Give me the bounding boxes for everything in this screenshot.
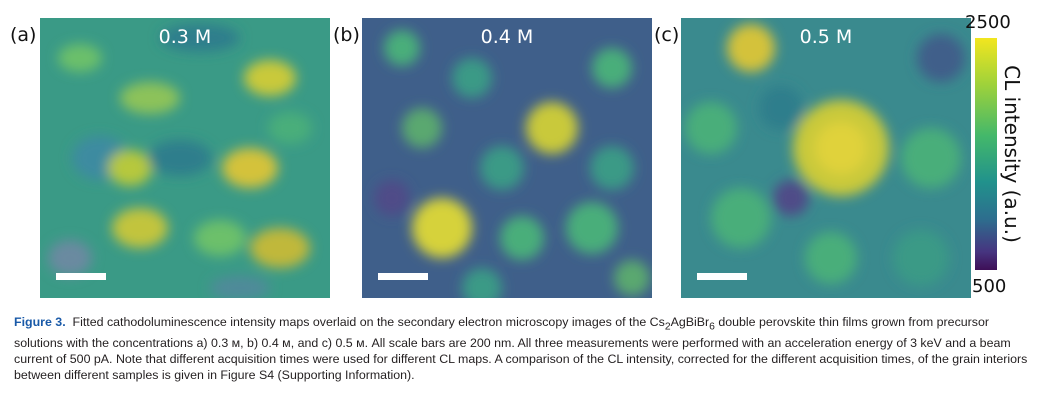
caption-text-1: Fitted cathodoluminescence intensity map… (72, 315, 665, 329)
cl-map-panel-b: 0.4 M (362, 18, 652, 298)
colorbar-max-label: 2500 (965, 12, 1011, 33)
colorbar-min-label: 500 (972, 276, 1007, 297)
panel-label-c: (c) (654, 24, 680, 46)
panel-label-b: (b) (333, 24, 360, 46)
cl-map-panel-a: 0.3 M (40, 18, 330, 298)
figure-label: Figure 3. (14, 315, 66, 329)
caption-text-2: AgBiBr (670, 315, 710, 329)
panel-label-a: (a) (10, 24, 37, 46)
colorbar-title: CL intensity (a.u.) (1000, 65, 1024, 243)
scale-bar-c (697, 273, 747, 280)
cl-map-panel-c: 0.5 M (681, 18, 971, 298)
concentration-label-c: 0.5 M (799, 26, 853, 48)
figure-caption: Figure 3. Fitted cathodoluminescence int… (14, 314, 1034, 383)
cl-map-a-image (40, 18, 330, 298)
scale-bar-b (378, 273, 428, 280)
caption-sub-1: 2 (664, 321, 671, 333)
colorbar-gradient (975, 38, 997, 270)
caption-sub-2: 6 (709, 321, 715, 333)
cl-map-b-image (362, 18, 652, 298)
cl-map-c-image (681, 18, 971, 298)
concentration-label-b: 0.4 M (480, 26, 534, 48)
scale-bar-a (56, 273, 106, 280)
concentration-label-a: 0.3 M (158, 26, 212, 48)
caption-text-3: double perovskite thin films grown from … (14, 315, 1028, 383)
